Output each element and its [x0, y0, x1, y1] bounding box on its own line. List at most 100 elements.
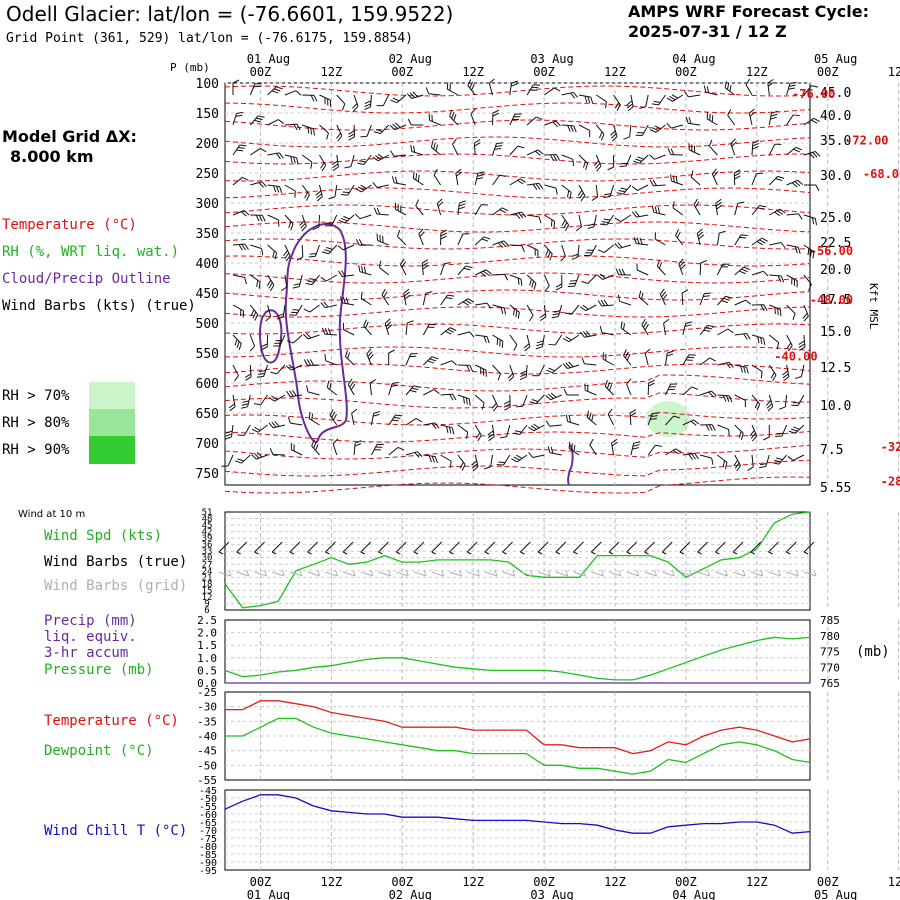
wind-barb — [286, 334, 303, 344]
surface-wind-barb-flag — [768, 551, 773, 555]
wind-barb-staff — [717, 361, 730, 366]
wind-barb — [474, 171, 485, 186]
wind-barb-staff — [734, 333, 747, 336]
wind-barb — [457, 265, 473, 276]
wind-barb-flag — [517, 179, 524, 185]
surface-wind-barb-flag — [396, 551, 401, 555]
wind-barb-flag — [273, 185, 277, 193]
wind-barb-staff — [544, 120, 556, 126]
wind-barb-flag — [288, 221, 292, 229]
wind-barb-staff — [751, 364, 763, 372]
grid-wind-barb — [662, 569, 675, 577]
wind-barb-flag — [321, 165, 327, 172]
grid-wind-barb-flag — [512, 569, 516, 577]
wind-barb-flag — [519, 376, 527, 381]
surface-wind-barb-flag — [325, 551, 330, 555]
rh80-swatch — [89, 409, 135, 436]
wind-barb — [564, 304, 580, 315]
wind-barb-flag — [379, 234, 381, 242]
wind-barb — [717, 424, 730, 437]
wind-barb-flag — [745, 299, 752, 305]
wind-barb-flag — [627, 106, 634, 112]
wind-barb — [548, 334, 563, 346]
wind-barb-staff — [699, 454, 712, 459]
wind-barb-staff — [620, 214, 632, 222]
wind-barb-staff — [769, 242, 782, 246]
pressure-tick: 770 — [820, 661, 840, 674]
wind-barb-staff — [538, 364, 545, 376]
legend-rh90: RH > 90% — [2, 442, 70, 458]
wind-barb-flag — [306, 359, 311, 366]
wind-barb-flag — [401, 261, 407, 268]
wind-barb-staff — [336, 94, 346, 105]
wind-barb-flag — [584, 95, 588, 103]
wind-barb-flag — [240, 406, 248, 409]
wind-barb-flag — [389, 124, 396, 131]
wind-speed-tick: 30 — [202, 554, 213, 564]
wind-barb-flag — [673, 415, 681, 419]
wind-barb-flag — [458, 203, 466, 207]
wind-barb-flag — [548, 367, 556, 372]
wind-barb — [626, 378, 632, 396]
surface-wind-barb — [325, 541, 336, 555]
wind-barb — [699, 259, 708, 276]
surface-wind-barb — [768, 541, 779, 555]
wind-barb — [544, 87, 561, 96]
wind-barb-flag — [451, 112, 455, 119]
wind-barb-flag — [515, 213, 521, 219]
wind-barb-flag — [740, 365, 744, 373]
wind-barb-flag — [236, 149, 244, 152]
wind-barb-staff — [554, 334, 563, 346]
wind-barb-flag — [513, 116, 521, 118]
isotherm-line — [224, 255, 811, 267]
wind-barb-flag — [535, 183, 541, 190]
wind-barb-flag — [711, 115, 714, 122]
wind-barb-flag — [775, 178, 783, 182]
wind-barb — [734, 201, 745, 216]
wind-barb-flag — [348, 133, 355, 138]
wind-barbs-grid-label: Wind Barbs (grid) — [44, 578, 188, 594]
grid-wind-barb — [449, 569, 462, 577]
wind-barb — [320, 274, 338, 282]
wind-barb — [593, 154, 602, 172]
wind-barb — [614, 242, 632, 249]
wind-barb-flag — [626, 378, 632, 385]
wind-barb-flag — [567, 125, 571, 132]
cloud-outline — [259, 309, 283, 364]
wind-barb-flag — [545, 249, 549, 256]
wind-barb — [651, 94, 666, 106]
wind-barb-flag — [400, 205, 402, 213]
wind-barb — [597, 299, 614, 307]
wind-barb-flag — [332, 438, 339, 444]
wind-barb-flag — [471, 463, 478, 469]
grid-wind-barb-flag — [671, 569, 675, 577]
grid-wind-barb-staff — [537, 571, 551, 577]
wind-barb-staff — [636, 214, 649, 218]
pressure-unit-label: (mb) — [856, 644, 890, 660]
wind-barb-staff — [376, 184, 389, 188]
wind-barb-staff — [381, 294, 390, 306]
wind-barb-flag — [618, 268, 623, 276]
wind-barb-staff — [619, 300, 632, 306]
wind-barb-flag — [500, 307, 504, 314]
wind-barb — [631, 184, 649, 191]
wind-barb-flag — [326, 247, 333, 250]
wind-barb-flag — [329, 382, 332, 390]
wind-barb-flag — [508, 375, 515, 382]
wind-barb-staff — [418, 233, 424, 246]
wind-barb — [283, 244, 291, 262]
p-axis-label: P (mb) — [170, 61, 210, 74]
surface-wind-barb-staff — [626, 541, 638, 553]
wind-barb-flag — [651, 415, 658, 417]
grid-wind-barb-staff — [342, 571, 356, 577]
wind-barb — [232, 304, 244, 318]
wind-barb — [630, 441, 641, 456]
wind-barb-flag — [260, 346, 268, 351]
wind-barb-flag — [486, 302, 492, 309]
isotherm-line — [224, 289, 811, 301]
wind-barb-flag — [290, 156, 293, 163]
wind-barb-staff — [730, 143, 736, 156]
wind-barb-flag — [407, 320, 414, 324]
grid-wind-barb-staff — [679, 571, 693, 577]
wind-barb-flag — [369, 379, 377, 384]
